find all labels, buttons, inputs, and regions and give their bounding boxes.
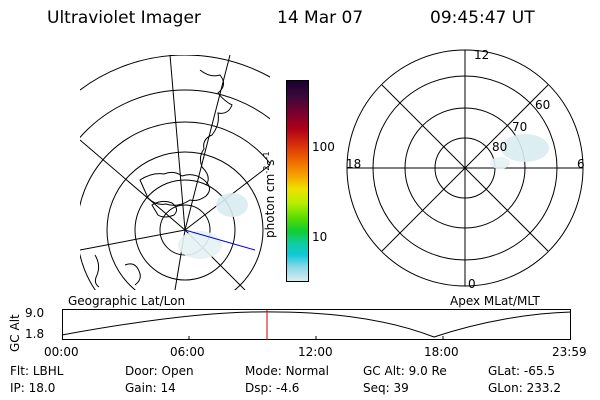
status-mode: Mode: Normal <box>245 364 329 378</box>
altitude-xtick-0: 00:00 <box>44 345 79 359</box>
status-flt: Flt: LBHL <box>10 364 64 378</box>
left-map-caption: Geographic Lat/Lon <box>68 294 186 308</box>
status-glon: GLon: 233.2 <box>488 381 561 395</box>
status-gc-alt: GC Alt: 9.0 Re <box>363 364 447 378</box>
mlat-label-80: 80 <box>492 140 508 154</box>
right-map-caption: Apex MLat/MLT <box>450 294 540 308</box>
altitude-strip <box>62 309 572 340</box>
time-label: 09:45:47 UT <box>430 8 535 28</box>
status-ip: IP: 18.0 <box>10 381 56 395</box>
mlat-label-60: 60 <box>535 98 551 112</box>
status-seq: Seq: 39 <box>363 381 409 395</box>
status-dsp: Dsp: -4.6 <box>245 381 300 395</box>
altitude-ytick-low: 1.8 <box>25 327 45 341</box>
mlt-label-0: 0 <box>468 277 476 291</box>
altitude-xtick-3: 18:00 <box>424 345 459 359</box>
status-gain: Gain: 14 <box>125 381 176 395</box>
altitude-ylabel: GC Alt <box>8 314 22 352</box>
date-label: 14 Mar 07 <box>277 8 364 28</box>
instrument-title: Ultraviolet Imager <box>47 8 201 28</box>
status-door: Door: Open <box>125 364 194 378</box>
geographic-map <box>80 55 270 290</box>
colorbar-tick-100: 100 <box>312 140 335 154</box>
apex-polar-plot <box>346 49 584 287</box>
mlt-label-18: 18 <box>346 157 362 171</box>
colorbar-tick-10: 10 <box>312 230 328 244</box>
mlt-label-6: 6 <box>577 157 585 171</box>
status-glat: GLat: -65.5 <box>488 364 555 378</box>
altitude-xtick-1: 06:00 <box>170 345 205 359</box>
colorbar-unit-label: photon cm-2s-1 <box>262 151 277 238</box>
mlat-label-70: 70 <box>512 120 528 134</box>
altitude-xtick-2: 12:00 <box>298 345 333 359</box>
colorbar <box>286 80 309 282</box>
altitude-xtick-4: 23:59 <box>552 345 587 359</box>
altitude-ytick-high: 9.0 <box>25 306 45 320</box>
mlt-label-12: 12 <box>474 48 490 62</box>
